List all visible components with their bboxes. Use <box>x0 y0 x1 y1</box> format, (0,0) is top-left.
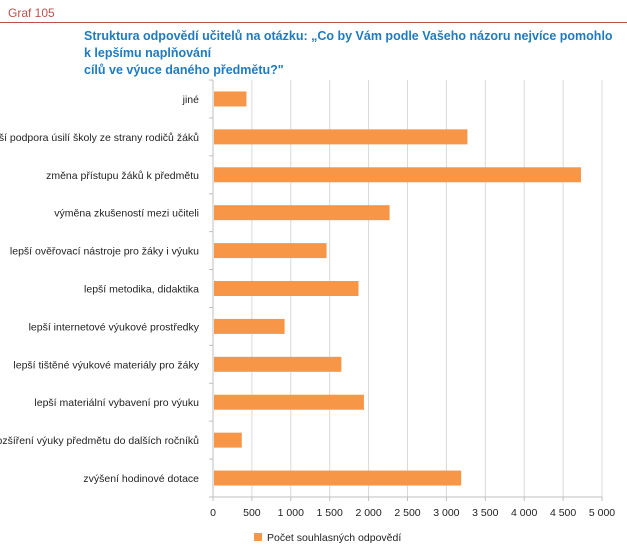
category-label: lepší internetové výukové prostředky <box>29 321 200 333</box>
chart-title-line-1: Struktura odpovědí učitelů na otázku: „C… <box>84 29 613 60</box>
header-divider <box>0 22 627 23</box>
category-label: jiné <box>182 94 200 106</box>
bar <box>214 205 390 221</box>
x-tick-label: 2 500 <box>394 507 420 519</box>
bar <box>214 281 359 296</box>
bar <box>214 243 327 259</box>
chart-title: Struktura odpovědí učitelů na otázku: „C… <box>84 28 614 79</box>
legend-swatch <box>254 533 262 541</box>
category-label: lepší ověřovací nástroje pro žáky i výuk… <box>10 246 199 258</box>
category-label: lepší metodika, didaktika <box>84 284 199 296</box>
category-label: lepší materiální vybavení pro výuku <box>34 397 199 409</box>
category-label: větší podpora úsilí školy ze strany rodi… <box>0 132 199 144</box>
category-label: změna přístupu žáků k předmětu <box>46 170 199 182</box>
category-label: rozšíření výuky předmětu do dalších ročn… <box>0 435 199 447</box>
x-tick-label: 1 500 <box>317 507 343 519</box>
bar <box>214 432 242 448</box>
bar <box>214 356 342 372</box>
bar <box>214 470 462 486</box>
x-tick-label: 500 <box>243 507 261 519</box>
bar <box>214 394 364 410</box>
x-tick-label: 2 000 <box>355 507 381 519</box>
x-tick-label: 0 <box>210 507 216 519</box>
x-tick-label: 3 000 <box>433 507 459 519</box>
category-label: zvýšení hodinové dotace <box>83 473 199 485</box>
category-label: lepší tištěné výukové materiály pro žáky <box>13 359 199 371</box>
bar <box>214 167 581 183</box>
x-tick-label: 3 500 <box>472 507 498 519</box>
bar <box>214 318 285 334</box>
x-tick-label: 1 000 <box>278 507 304 519</box>
x-tick-label: 4 500 <box>550 507 576 519</box>
x-tick-label: 4 000 <box>511 507 537 519</box>
x-tick-label: 5 000 <box>589 507 615 519</box>
figure-number: Graf 105 <box>8 6 55 20</box>
chart-title-line-2: cílů ve výuce daného předmětu?" <box>84 63 284 77</box>
category-label: výměna zkušeností mezi učiteli <box>54 208 199 220</box>
legend-label: Počet souhlasných odpovědí <box>267 532 401 544</box>
bar <box>214 91 247 107</box>
bar <box>214 129 468 145</box>
